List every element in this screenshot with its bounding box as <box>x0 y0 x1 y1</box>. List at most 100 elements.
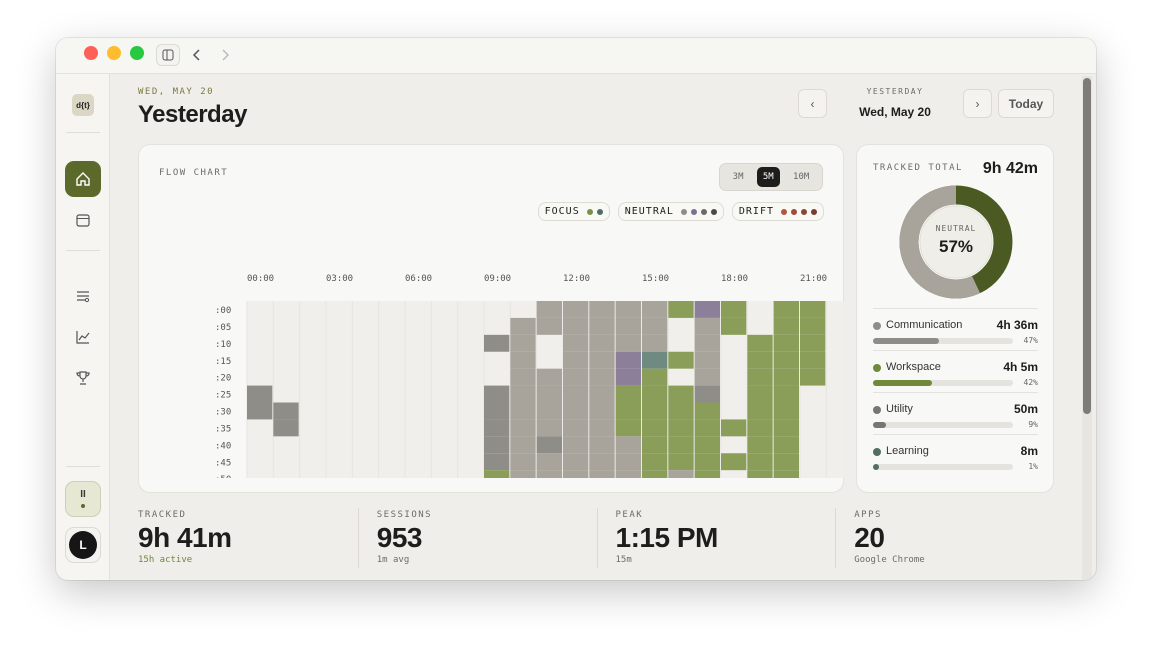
flow-cell <box>694 419 720 437</box>
flow-cell <box>510 334 536 352</box>
filters-nav[interactable] <box>76 289 90 303</box>
flow-cell <box>563 351 589 369</box>
category-dot <box>873 448 881 456</box>
summary-card: TRACKED TOTAL 9h 42m NEUTRAL 57% Communic… <box>856 144 1054 493</box>
flow-cell <box>773 301 799 318</box>
sidebar: d{t} II L <box>56 74 110 580</box>
resolution-option[interactable]: 10M <box>793 172 810 182</box>
calendar-nav[interactable] <box>76 213 90 227</box>
zoom-button[interactable] <box>130 46 144 60</box>
category-dot <box>873 406 881 414</box>
flow-cell <box>615 351 641 369</box>
donut-center <box>919 205 993 279</box>
logo[interactable]: d{t} <box>72 94 94 116</box>
flow-cell <box>642 453 668 471</box>
legend-pill: FOCUS <box>537 202 610 221</box>
next-day-button[interactable]: › <box>963 89 992 118</box>
flow-cell <box>773 385 799 403</box>
flow-cell <box>563 334 589 352</box>
row-label: :50 <box>215 475 231 478</box>
resolution-option[interactable]: 3M <box>732 172 744 182</box>
flow-cell <box>273 402 299 420</box>
page-title: Yesterday <box>138 101 247 128</box>
category-dot <box>873 322 881 330</box>
hour-label: 09:00 <box>484 274 511 284</box>
flow-cell <box>589 385 615 403</box>
row-label: :15 <box>215 357 231 367</box>
flow-cell <box>536 436 562 454</box>
legend-dot <box>791 208 797 215</box>
divider <box>66 250 100 251</box>
hour-label: 03:00 <box>326 274 353 284</box>
flow-cell <box>747 453 773 471</box>
category-row: Utility 50m 9% <box>873 392 1038 434</box>
flow-cell <box>694 402 720 420</box>
stats-row: TRACKED 9h 41m 15h active SESSIONS 953 1m avg… <box>138 508 1074 568</box>
flow-cell <box>589 402 615 420</box>
flow-cell <box>510 351 536 369</box>
category-list: Communication 4h 36m 47% Workspace 4h 5m 42% U… <box>873 308 1038 476</box>
hour-label: 15:00 <box>642 274 669 284</box>
flow-cell <box>273 419 299 437</box>
flow-cell <box>589 470 615 478</box>
sidebar-icon <box>162 49 174 61</box>
home-nav[interactable] <box>65 161 101 197</box>
row-label: :10 <box>215 340 231 350</box>
flow-cell <box>694 334 720 352</box>
flow-cell <box>589 368 615 386</box>
flow-cell <box>642 351 668 369</box>
legend-label: DRIFT <box>738 206 774 217</box>
resolution-option[interactable]: 5M <box>756 167 780 187</box>
flow-chart: 00:00 03:00 06:00 09:00 12:00 15:00 18:00 21:00… <box>215 274 844 478</box>
prev-day-button[interactable]: ‹ <box>798 89 827 118</box>
hour-label: 21:00 <box>800 274 827 284</box>
forward-button[interactable] <box>220 49 230 61</box>
flow-cell <box>694 385 720 403</box>
flow-cell <box>510 368 536 386</box>
flow-cell <box>668 385 694 403</box>
legend-dot <box>811 208 817 215</box>
flow-cell <box>747 351 773 369</box>
row-label: :40 <box>215 441 231 451</box>
close-button[interactable] <box>84 46 98 60</box>
hour-label: 12:00 <box>563 274 590 284</box>
trophy-nav[interactable] <box>76 371 90 385</box>
minimize-button[interactable] <box>107 46 121 60</box>
flow-cell <box>589 301 615 318</box>
flow-cell <box>563 317 589 335</box>
stat-sub: Google Chrome <box>854 555 925 565</box>
flow-cell <box>484 470 510 478</box>
flow-cell <box>563 470 589 478</box>
flow-cell <box>747 334 773 352</box>
category-name: Learning <box>886 445 929 457</box>
flow-cell <box>694 317 720 335</box>
category-row: Workspace 4h 5m 42% <box>873 350 1038 392</box>
legend-pill: NEUTRAL <box>617 202 724 221</box>
back-button[interactable] <box>192 49 202 61</box>
category-time: 8m <box>1020 444 1038 458</box>
flow-cell <box>694 470 720 478</box>
scroll-track <box>1082 76 1092 580</box>
legend-dot <box>680 208 687 215</box>
legend-dot <box>781 208 787 215</box>
sidebar-toggle[interactable] <box>156 44 180 66</box>
stat-block: SESSIONS 953 1m avg <box>357 508 597 568</box>
profile-button[interactable]: L <box>65 527 101 563</box>
pause-button[interactable]: II <box>65 481 101 517</box>
flow-cell <box>642 317 668 335</box>
resolution-toggle: 3M 5M 10M <box>719 163 823 191</box>
stats-nav[interactable] <box>76 330 90 344</box>
flow-cell <box>589 334 615 352</box>
flow-cell <box>484 334 510 352</box>
stat-label: SESSIONS <box>376 510 433 520</box>
flow-cell <box>642 368 668 386</box>
flow-cell <box>484 419 510 437</box>
today-button[interactable]: Today <box>998 89 1054 118</box>
scroll-thumb[interactable] <box>1083 78 1091 414</box>
stat-value: 9h 41m <box>138 522 232 553</box>
flow-cell <box>694 436 720 454</box>
flow-cell <box>721 419 747 437</box>
flow-cell <box>800 368 826 386</box>
flow-cell <box>615 419 641 437</box>
flow-cell <box>563 385 589 403</box>
